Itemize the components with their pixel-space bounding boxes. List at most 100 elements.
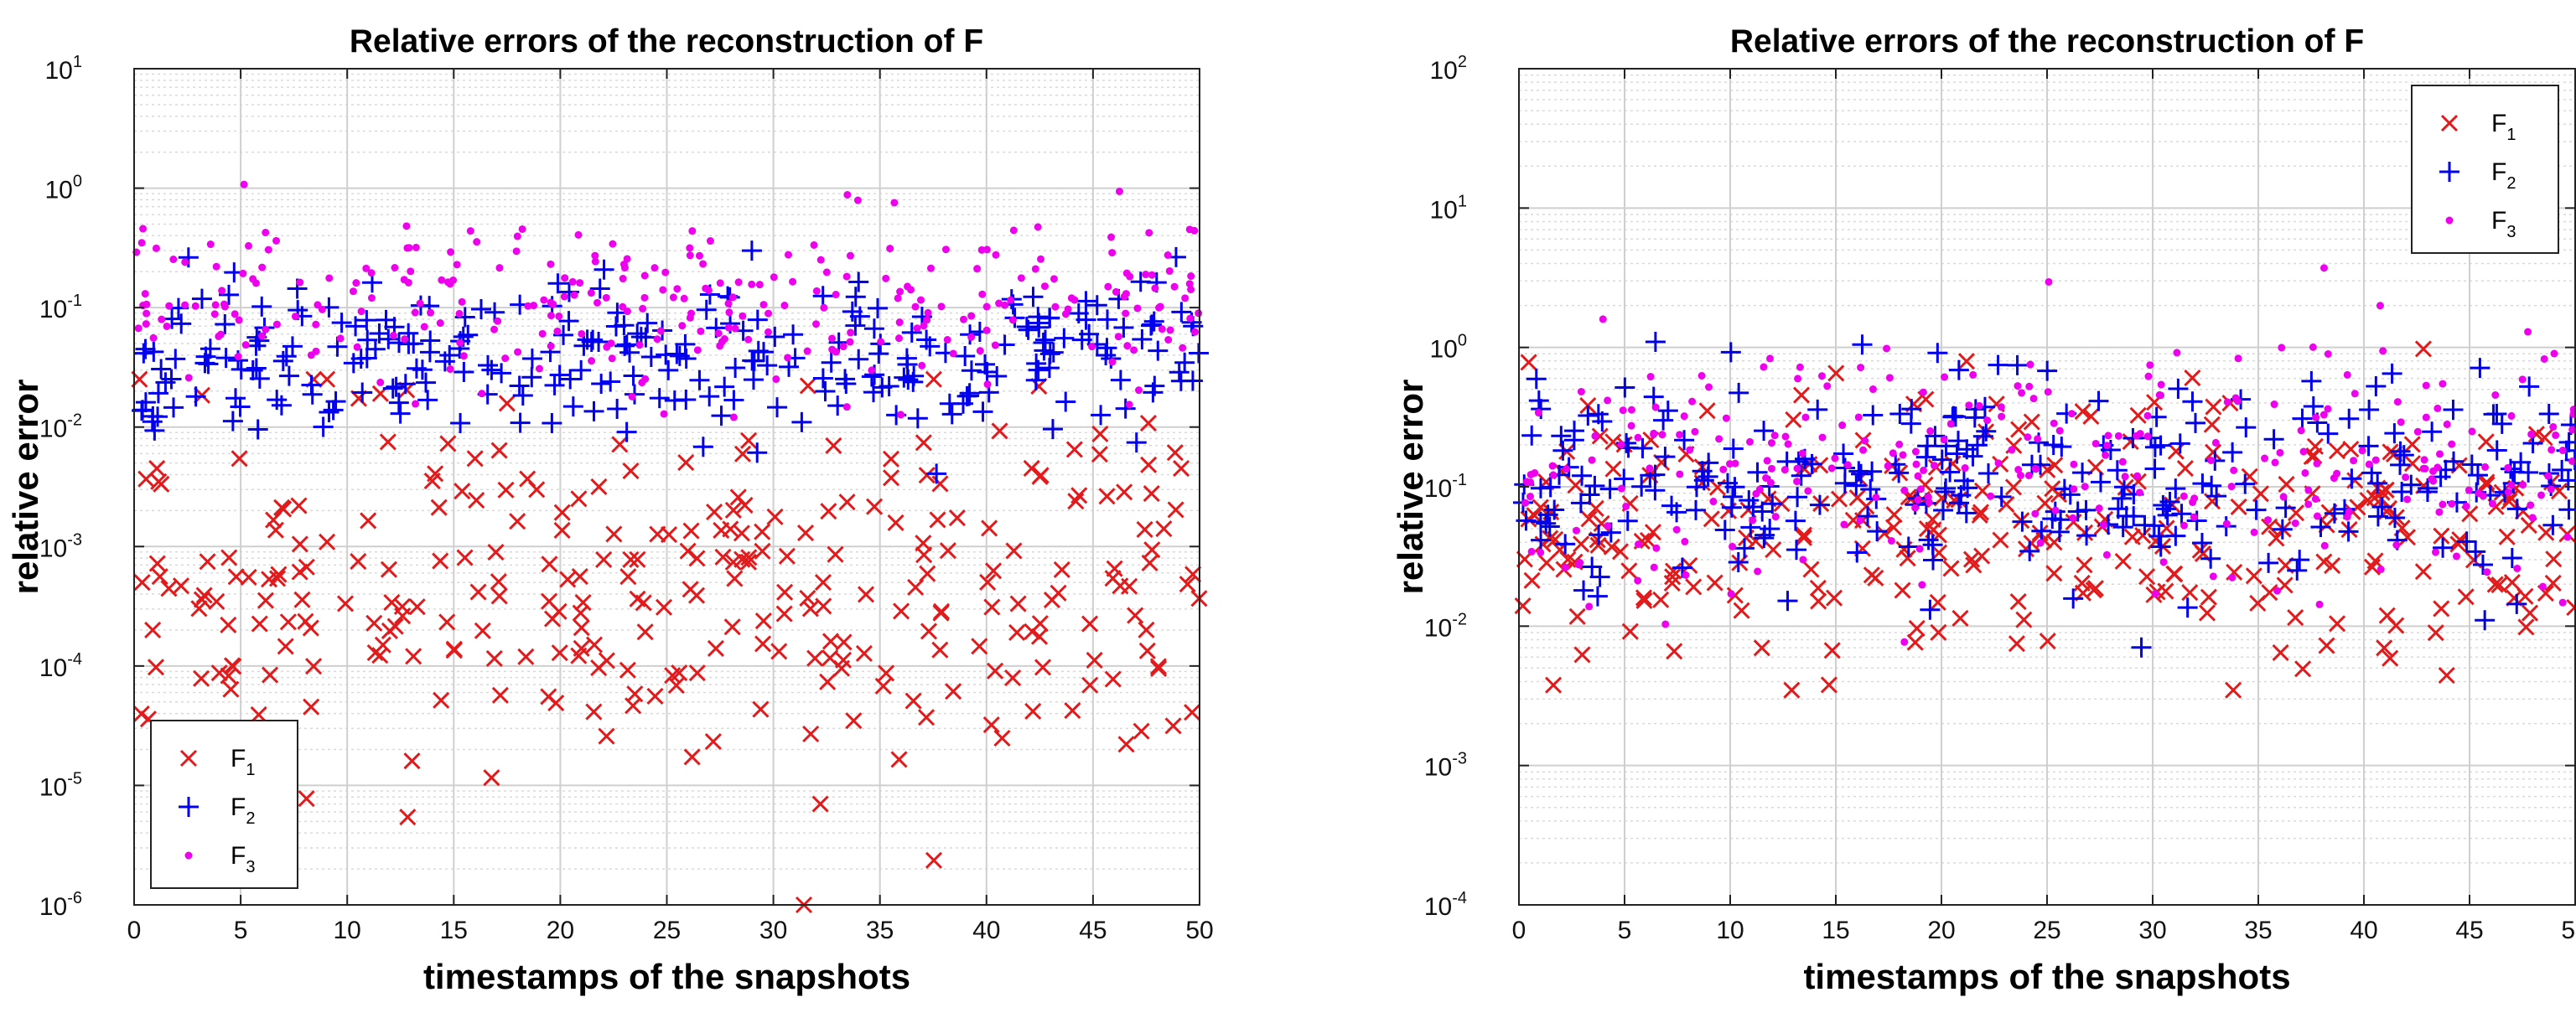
data-point — [2478, 476, 2496, 493]
data-point — [1155, 303, 1164, 312]
data-point — [1081, 676, 1099, 694]
data-point — [743, 369, 764, 390]
data-point — [2292, 408, 2313, 429]
data-point — [611, 436, 629, 453]
data-point — [365, 614, 383, 632]
data-point — [2359, 491, 2376, 509]
data-point — [2465, 541, 2486, 562]
data-point — [695, 251, 703, 260]
data-point — [2165, 565, 2183, 583]
data-point — [1004, 669, 1022, 687]
data-point — [1126, 272, 1134, 281]
data-point — [2346, 472, 2364, 489]
data-point — [907, 578, 925, 597]
data-point — [1925, 499, 1933, 507]
data-point — [2433, 537, 2454, 558]
data-point — [1930, 462, 1938, 470]
data-point — [1117, 736, 1135, 753]
data-point — [689, 369, 710, 390]
data-point — [2270, 400, 2278, 409]
data-point — [293, 591, 311, 608]
data-point — [770, 643, 788, 660]
data-point — [250, 705, 267, 723]
data-point — [1766, 478, 1775, 487]
data-point — [2272, 519, 2293, 540]
data-point — [1685, 578, 1703, 596]
data-point — [1722, 414, 1730, 422]
data-point — [1548, 462, 1557, 470]
data-point — [2387, 617, 2405, 634]
data-point — [1715, 435, 1723, 443]
data-point — [664, 390, 685, 411]
data-point — [1034, 659, 1052, 676]
data-point — [1856, 516, 1864, 525]
data-point — [2004, 478, 2023, 496]
data-point — [585, 636, 604, 654]
data-point — [911, 302, 920, 311]
data-point — [1941, 373, 1949, 381]
data-point — [312, 320, 320, 328]
data-point — [1889, 449, 1897, 457]
data-point — [1190, 226, 1199, 235]
data-point — [1166, 444, 1184, 462]
data-point — [2278, 475, 2295, 493]
data-point — [513, 232, 521, 240]
data-point — [2461, 454, 2482, 475]
data-point — [356, 348, 377, 369]
data-point — [491, 686, 509, 704]
data-point — [371, 647, 389, 664]
data-point — [595, 550, 613, 568]
data-point — [1122, 309, 1130, 318]
y-tick-label: 100 — [45, 173, 83, 204]
data-point — [2104, 431, 2112, 440]
data-point — [1885, 374, 1894, 382]
data-point — [2483, 404, 2504, 425]
data-point — [2552, 431, 2560, 439]
data-point — [2452, 552, 2460, 561]
data-point — [2443, 420, 2451, 428]
data-point — [872, 377, 893, 398]
data-point — [570, 291, 578, 299]
data-point — [1746, 437, 1754, 446]
data-point — [514, 348, 522, 356]
data-point — [2207, 456, 2216, 464]
data-point — [2134, 514, 2155, 535]
data-point — [2081, 483, 2089, 491]
data-point — [589, 278, 610, 299]
data-point — [473, 238, 481, 246]
data-point — [2036, 494, 2054, 512]
data-point — [561, 274, 569, 282]
data-point — [1043, 342, 1064, 363]
data-point — [926, 264, 935, 272]
data-point — [302, 384, 323, 405]
data-point — [2070, 485, 2078, 493]
data-point — [1785, 510, 1806, 531]
data-point — [2112, 488, 2133, 509]
data-point — [2413, 427, 2422, 436]
data-point — [1931, 449, 1952, 470]
data-point — [755, 281, 764, 289]
data-point — [2414, 563, 2432, 581]
data-point — [427, 465, 444, 483]
data-point — [1810, 592, 1827, 610]
x-tick-label: 40 — [2350, 917, 2377, 944]
data-point — [270, 566, 288, 583]
data-point — [2017, 472, 2025, 480]
data-point — [573, 619, 590, 637]
data-point — [1899, 451, 1907, 459]
grid — [133, 69, 1200, 906]
data-point — [607, 399, 628, 419]
data-point — [635, 327, 656, 348]
data-point — [1604, 460, 1622, 478]
data-point — [828, 345, 837, 354]
data-point — [699, 260, 707, 268]
data-point — [2023, 535, 2040, 552]
data-point — [1106, 560, 1123, 577]
data-point — [2419, 464, 2428, 473]
data-point — [939, 542, 956, 560]
data-point — [2200, 548, 2221, 569]
data-point — [571, 568, 588, 586]
data-point — [1843, 461, 1852, 469]
data-point — [2558, 598, 2567, 607]
data-point — [2067, 501, 2088, 522]
